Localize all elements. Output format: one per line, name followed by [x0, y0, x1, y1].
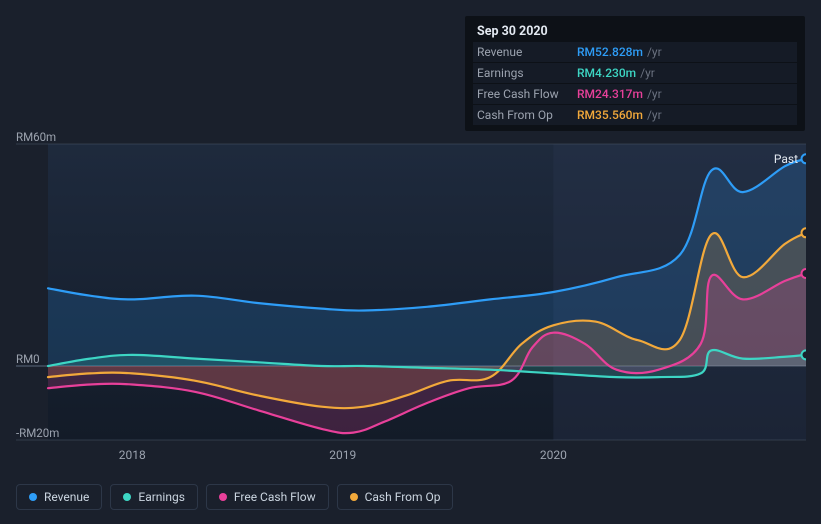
y-axis-label: RM60m — [16, 130, 56, 144]
chart-svg — [16, 120, 806, 480]
legend-dot — [350, 493, 358, 501]
tooltip-row-value: RM24.317m — [577, 87, 643, 101]
tooltip-row-label: Earnings — [477, 66, 577, 80]
tooltip-row-label: Free Cash Flow — [477, 87, 577, 101]
legend-item-free-cash-flow[interactable]: Free Cash Flow — [206, 484, 329, 510]
tooltip-date: Sep 30 2020 — [473, 22, 797, 41]
tooltip-row-value: RM52.828m — [577, 45, 643, 59]
legend: Revenue Earnings Free Cash Flow Cash From O… — [16, 484, 453, 510]
tooltip-row-value: RM4.230m — [577, 66, 636, 80]
legend-dot — [219, 493, 227, 501]
legend-dot — [29, 493, 37, 501]
chart-area[interactable]: Past RM60mRM0-RM20m 201820192020 — [16, 120, 806, 450]
tooltip-row-suffix: /yr — [647, 87, 662, 101]
tooltip-row: EarningsRM4.230m/yr — [473, 63, 797, 83]
y-axis-label: RM0 — [16, 352, 40, 366]
tooltip-row: Free Cash FlowRM24.317m/yr — [473, 84, 797, 104]
x-axis-label: 2018 — [119, 448, 146, 462]
legend-label: Earnings — [138, 490, 185, 504]
legend-label: Free Cash Flow — [234, 490, 316, 504]
tooltip-row-suffix: /yr — [640, 66, 655, 80]
tooltip-row-label: Revenue — [477, 45, 577, 59]
legend-label: Revenue — [44, 490, 89, 504]
legend-dot — [123, 493, 131, 501]
past-label: Past — [766, 148, 806, 170]
legend-label: Cash From Op — [365, 490, 441, 504]
x-axis-label: 2020 — [540, 448, 567, 462]
legend-item-revenue[interactable]: Revenue — [16, 484, 102, 510]
tooltip-row-suffix: /yr — [647, 45, 662, 59]
x-axis-label: 2019 — [329, 448, 356, 462]
y-axis-label: -RM20m — [16, 426, 59, 440]
tooltip-panel: Sep 30 2020 RevenueRM52.828m/yrEarningsR… — [465, 16, 805, 131]
legend-item-earnings[interactable]: Earnings — [110, 484, 198, 510]
tooltip-row: RevenueRM52.828m/yr — [473, 42, 797, 62]
legend-item-cash-from-op[interactable]: Cash From Op — [337, 484, 454, 510]
